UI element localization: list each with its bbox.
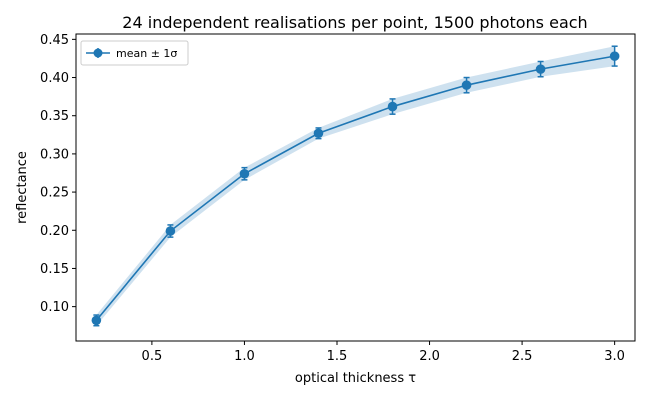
x-tick-label: 1.0 xyxy=(234,349,255,364)
y-tick-label: 0.20 xyxy=(40,224,69,239)
axes-frame xyxy=(75,33,636,342)
x-tick-label: 2.0 xyxy=(419,349,440,364)
data-point xyxy=(387,101,398,112)
data-point xyxy=(165,226,176,236)
x-tick-label: 2.5 xyxy=(512,349,533,364)
series-line xyxy=(95,55,615,321)
data-point xyxy=(461,80,472,90)
y-tick-label: 0.25 xyxy=(40,186,69,201)
y-tick-label: 0.35 xyxy=(40,109,69,124)
legend-entry-label: mean ± 1σ xyxy=(116,47,177,60)
data-point xyxy=(535,64,546,74)
x-axis-label: optical thickness τ xyxy=(295,371,416,386)
y-axis-label: reflectance xyxy=(15,151,30,224)
data-point xyxy=(91,315,102,326)
chart-title: 24 independent realisations per point, 1… xyxy=(122,13,587,32)
legend-point-marker xyxy=(93,48,103,58)
x-tick-label: 0.5 xyxy=(142,349,163,364)
y-tick-label: 0.40 xyxy=(40,71,69,86)
legend: mean ± 1σ xyxy=(80,40,189,66)
plot-area xyxy=(91,45,620,327)
y-axis: 0.10 0.15 0.20 0.25 0.30 0.35 0.40 0.45 xyxy=(40,33,76,315)
data-point xyxy=(609,51,620,61)
y-tick-label: 0.10 xyxy=(40,300,69,315)
y-tick-label: 0.15 xyxy=(40,262,69,277)
x-tick-label: 1.5 xyxy=(327,349,348,364)
data-point xyxy=(313,128,324,139)
y-tick-label: 0.30 xyxy=(40,147,69,162)
x-tick-label: 3.0 xyxy=(604,349,625,364)
sigma-band xyxy=(96,46,615,326)
x-axis: 0.5 1.0 1.5 2.0 2.5 3.0 xyxy=(142,341,625,364)
y-tick-label: 0.45 xyxy=(40,33,69,48)
data-point xyxy=(239,168,250,179)
legend-frame xyxy=(80,40,189,66)
